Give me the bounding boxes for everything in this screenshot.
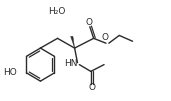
Text: O: O [88, 83, 95, 92]
Text: O: O [85, 18, 92, 27]
Text: O: O [102, 33, 109, 42]
Text: HN: HN [64, 59, 78, 68]
Text: H₂O: H₂O [48, 7, 65, 16]
Polygon shape [71, 36, 75, 48]
Text: HO: HO [3, 68, 17, 77]
